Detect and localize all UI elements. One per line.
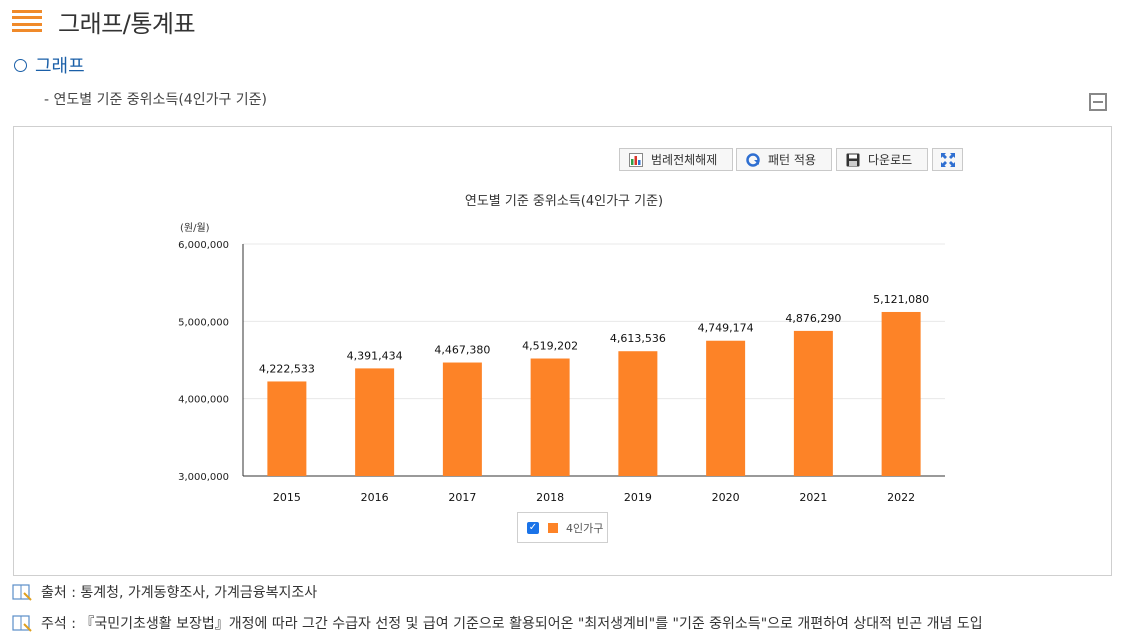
legend-swatch — [548, 522, 558, 533]
x-tick-label: 2019 — [624, 491, 652, 504]
bar — [442, 362, 482, 476]
book-icon — [12, 583, 32, 601]
pattern-button[interactable]: 패턴 적용 — [736, 148, 832, 171]
data-label: 4,519,202 — [522, 340, 578, 353]
circle-bullet-icon — [14, 58, 27, 72]
legend-checkbox[interactable]: ✓ — [527, 521, 539, 534]
download-button[interactable]: 다운로드 — [836, 148, 928, 171]
bar — [881, 311, 921, 476]
bar — [355, 368, 395, 476]
data-label: 5,121,080 — [873, 293, 929, 306]
data-label: 4,391,434 — [347, 349, 403, 362]
data-label: 4,467,380 — [434, 344, 490, 357]
legend-toggle-label: 범례전체해제 — [651, 153, 718, 167]
y-tick-label: 4,000,000 — [178, 395, 229, 406]
expand-icon — [940, 152, 955, 167]
x-tick-label: 2018 — [536, 491, 564, 504]
legend-toggle-button[interactable]: 범례전체해제 — [619, 148, 733, 171]
section-title: 그래프 — [14, 52, 85, 78]
remark-text: 주석 : 『국민기초생활 보장법』개정에 따라 그간 수급자 선정 및 급여 기… — [41, 616, 983, 632]
y-tick-label: 3,000,000 — [178, 472, 229, 483]
minus-icon — [1093, 101, 1103, 103]
pattern-label: 패턴 적용 — [768, 153, 816, 167]
bar-chart-icon — [629, 152, 643, 167]
source-text: 출처 : 통계청, 가계동향조사, 가계금융복지조사 — [41, 585, 318, 601]
bar-chart: 연도별 기준 중위소득(4인가구 기준) (원/월) 3,000,000 4,00… — [178, 194, 945, 504]
page-header: 그래프/통계표 — [12, 4, 196, 38]
x-tick-label: 2022 — [887, 491, 915, 504]
bar — [530, 358, 570, 476]
bar — [618, 351, 658, 476]
bar — [267, 381, 307, 476]
x-tick-label: 2021 — [799, 491, 827, 504]
bar — [793, 330, 833, 476]
y-tick-label: 5,000,000 — [178, 317, 229, 328]
fullscreen-button[interactable] — [932, 148, 963, 171]
book-icon — [12, 614, 32, 632]
x-tick-label: 2020 — [712, 491, 740, 504]
y-unit-label: (원/월) — [180, 222, 210, 234]
download-label: 다운로드 — [868, 153, 913, 167]
x-tick-label: 2015 — [273, 491, 301, 504]
x-tick-label: 2016 — [361, 491, 389, 504]
chart-title: 연도별 기준 중위소득(4인가구 기준) — [465, 194, 663, 209]
legend-label: 4인가구 — [566, 521, 604, 535]
bar — [706, 340, 746, 476]
section-title-text: 그래프 — [35, 56, 85, 77]
data-label: 4,876,290 — [785, 312, 841, 325]
source-note: 출처 : 통계청, 가계동향조사, 가계금융복지조사 — [12, 582, 317, 602]
remark-note: 주석 : 『국민기초생활 보장법』개정에 따라 그간 수급자 선정 및 급여 기… — [12, 613, 983, 633]
data-label: 4,222,533 — [259, 362, 315, 375]
legend: ✓ 4인가구 — [517, 512, 608, 543]
chart-subtitle: - 연도별 기준 중위소득(4인가구 기준) — [44, 92, 268, 108]
collapse-button[interactable] — [1089, 93, 1107, 111]
save-icon — [846, 153, 860, 166]
data-label: 4,613,536 — [610, 332, 666, 345]
chart-container: 범례전체해제 패턴 적용 다운로드 연도별 기준 중위소득(4인가구 기준) (… — [13, 126, 1112, 576]
y-tick-label: 6,000,000 — [178, 240, 229, 251]
refresh-icon — [746, 152, 760, 167]
x-tick-label: 2017 — [448, 491, 476, 504]
page-title: 그래프/통계표 — [58, 9, 196, 38]
data-label: 4,749,174 — [698, 322, 754, 335]
menu-icon[interactable] — [12, 10, 42, 32]
